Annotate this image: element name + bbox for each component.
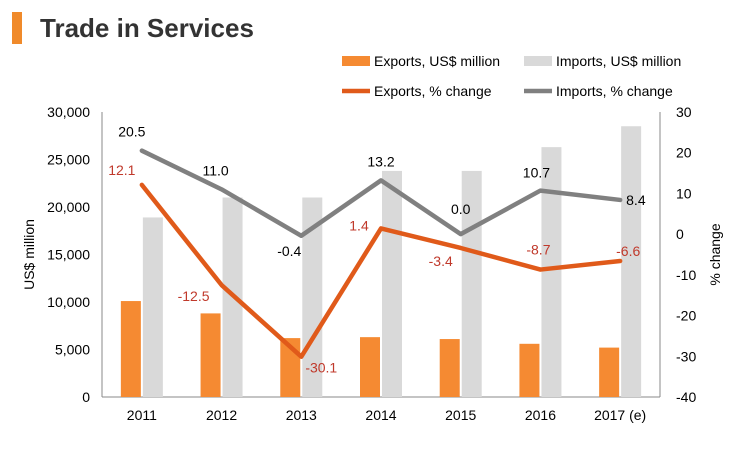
right-tick-label: -10 xyxy=(676,267,696,283)
left-axis-title: US$ million xyxy=(21,219,37,290)
x-tick-label: 2011 xyxy=(127,407,157,423)
exports-bar xyxy=(519,343,540,397)
legend-imports-bar-label: Imports, US$ million xyxy=(556,53,681,69)
x-tick-label: 2016 xyxy=(525,407,556,423)
right-tick-label: -30 xyxy=(676,348,696,364)
exports-bar xyxy=(439,339,460,397)
left-tick-label: 0 xyxy=(82,389,90,405)
left-tick-label: 15,000 xyxy=(47,247,90,263)
x-tick-label: 2013 xyxy=(286,407,317,423)
right-tick-label: 0 xyxy=(676,226,684,242)
left-tick-label: 20,000 xyxy=(47,199,90,215)
imports-change-label: 10.7 xyxy=(523,165,550,181)
x-tick-label: 2015 xyxy=(445,407,476,423)
imports-change-label: -0.4 xyxy=(277,243,301,259)
exports-change-label: -3.4 xyxy=(429,253,453,269)
right-tick-label: 30 xyxy=(676,104,692,120)
chart-title: Trade in Services xyxy=(40,13,254,43)
exports-bar xyxy=(200,313,221,397)
exports-bar xyxy=(120,301,141,397)
title-accent-bar xyxy=(12,12,22,44)
imports-change-label: 11.0 xyxy=(202,162,228,178)
imports-change-label: 0.0 xyxy=(451,201,471,217)
right-tick-label: 10 xyxy=(676,185,692,201)
legend-imports-bar-swatch xyxy=(524,56,552,66)
exports-change-line xyxy=(139,182,623,359)
legend-exports-bar-label: Exports, US$ million xyxy=(374,53,500,69)
right-tick-label: -20 xyxy=(676,308,696,324)
right-tick-label: -40 xyxy=(676,389,696,405)
right-tick-label: 20 xyxy=(676,145,692,161)
exports-change-label: -30.1 xyxy=(305,360,337,376)
left-tick-label: 10,000 xyxy=(47,294,90,310)
imports-bar xyxy=(142,217,163,397)
imports-change-label: 8.4 xyxy=(626,192,646,208)
left-tick-label: 25,000 xyxy=(47,152,90,168)
imports-bar xyxy=(382,170,402,397)
exports-change-label: 12.1 xyxy=(108,162,135,178)
imports-change-label: 13.2 xyxy=(367,153,394,169)
left-tick-label: 30,000 xyxy=(47,104,90,120)
exports-change-label: -6.6 xyxy=(616,243,640,259)
exports-change-label: 1.4 xyxy=(349,217,369,233)
legend-imports-line-label: Imports, % change xyxy=(556,83,673,99)
left-tick-label: 5,000 xyxy=(55,342,90,358)
exports-change-label: -8.7 xyxy=(526,242,550,258)
imports-change-line xyxy=(139,148,623,239)
imports-bar xyxy=(541,147,562,397)
exports-change-label: -12.5 xyxy=(178,288,210,304)
legend-exports-line-label: Exports, % change xyxy=(374,83,492,99)
x-tick-label: 2012 xyxy=(206,407,237,423)
exports-bar xyxy=(599,347,620,397)
imports-bar xyxy=(621,126,642,397)
right-axis-title: % change xyxy=(707,223,723,285)
legend-exports-bar-swatch xyxy=(342,56,370,66)
exports-bar xyxy=(360,337,380,397)
x-tick-label: 2014 xyxy=(365,407,396,423)
x-tick-label: 2017 (e) xyxy=(594,407,646,423)
imports-change-label: 20.5 xyxy=(118,124,145,140)
